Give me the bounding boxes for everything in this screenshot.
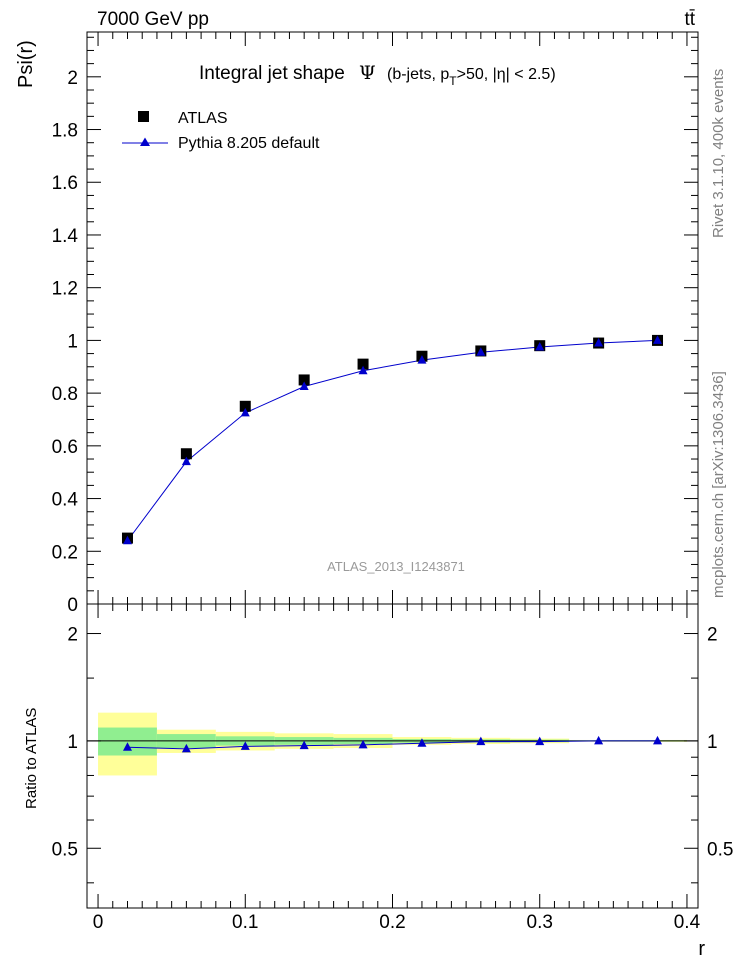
y-tick-label: 1.4 (52, 226, 79, 247)
plot-title: Integral jet shape Ψ (b-jets, pT>50, |η|… (199, 62, 556, 88)
y-tick-label: 0.6 (52, 437, 78, 458)
legend-atlas-marker (138, 111, 149, 122)
ratio-y-axis-label: Ratio to ATLAS (23, 708, 40, 809)
energy-label: 7000 GeV pp (97, 9, 209, 30)
pythia-point (653, 335, 663, 344)
ratio-point (122, 742, 132, 751)
y-tick-label: 1.6 (52, 173, 78, 194)
x-tick-label: 0.3 (527, 912, 553, 933)
legend-pythia-marker (140, 137, 150, 146)
data-series (87, 334, 698, 753)
pythia-point (417, 355, 427, 364)
mcplots-label: mcplots.cern.ch [arXiv:1306.3436] (710, 371, 727, 598)
y-tick-label: 2 (67, 68, 78, 89)
pythia-point (240, 407, 250, 417)
atlas-point (239, 400, 251, 412)
ratio-tick-label-left: 1 (67, 732, 78, 753)
pythia-point (299, 381, 309, 391)
ratio-point (299, 740, 309, 750)
y-tick-label: 0 (67, 595, 78, 616)
atlas-point (180, 448, 192, 460)
process-label: tt̄ (684, 9, 695, 30)
axes-ticks: 0 0.1 0.2 0.3 0.4 0 0.2 0.4 0.6 0.8 1 1.2 1.4 1.6 1.8 2… (52, 32, 733, 933)
pythia-point (181, 456, 191, 466)
title-psi-symbol: Ψ (359, 62, 376, 84)
ratio-point (181, 743, 191, 753)
pythia-point (594, 338, 604, 347)
title-tail: >50, |η| < 2.5) (457, 66, 556, 83)
ratio-tick-label-right: 1 (707, 732, 718, 753)
x-axis-label: r (698, 938, 705, 960)
y-tick-label: 0.8 (52, 384, 78, 405)
y-tick-label: 1.8 (52, 121, 78, 142)
x-tick-label: 0.4 (674, 912, 701, 933)
ratio-tick-label-right: 0.5 (707, 839, 733, 860)
atlas-point (357, 358, 369, 370)
x-tick-label: 0.2 (379, 912, 405, 933)
ratio-tick-label-left: 0.5 (52, 839, 78, 860)
ratio-point (594, 735, 604, 745)
ratio-plot-frame (86, 603, 699, 909)
ratio-point (653, 735, 663, 745)
ratio-point (358, 739, 368, 749)
ratio-point (417, 738, 427, 747)
band-inner-0 (98, 727, 157, 756)
pythia-point (122, 535, 132, 545)
x-tick-label: 0 (93, 912, 104, 933)
y-tick-label: 0.4 (52, 490, 79, 511)
legend-atlas-label: ATLAS (178, 110, 228, 127)
title-subscript: T (449, 74, 457, 88)
y-tick-label: 1.2 (52, 279, 78, 300)
ratio-line (127, 740, 658, 750)
pythia-line (127, 339, 658, 542)
rivet-label: Rivet 3.1.10, 400k events (710, 69, 727, 238)
y-tick-label: 1 (67, 331, 78, 352)
pythia-point (476, 347, 486, 356)
x-tick-label: 0.1 (232, 912, 258, 933)
pythia-point (358, 365, 368, 375)
ratio-point (535, 736, 545, 746)
ratio-tick-label-right: 2 (707, 625, 718, 646)
y-tick-label: 0.2 (52, 542, 78, 563)
title-text: Integral jet shape (199, 63, 345, 84)
ratio-point (240, 741, 250, 750)
legend-pythia-label: Pythia 8.205 default (178, 135, 320, 152)
y-axis-label: Psi(r) (15, 40, 37, 88)
title-detail: (b-jets, p (387, 66, 449, 83)
ratio-point (476, 736, 486, 746)
pythia-point (535, 341, 545, 351)
ratio-tick-label-left: 2 (67, 625, 78, 646)
atlas-point (298, 374, 310, 386)
watermark-label: ATLAS_2013_I1243871 (327, 559, 465, 574)
